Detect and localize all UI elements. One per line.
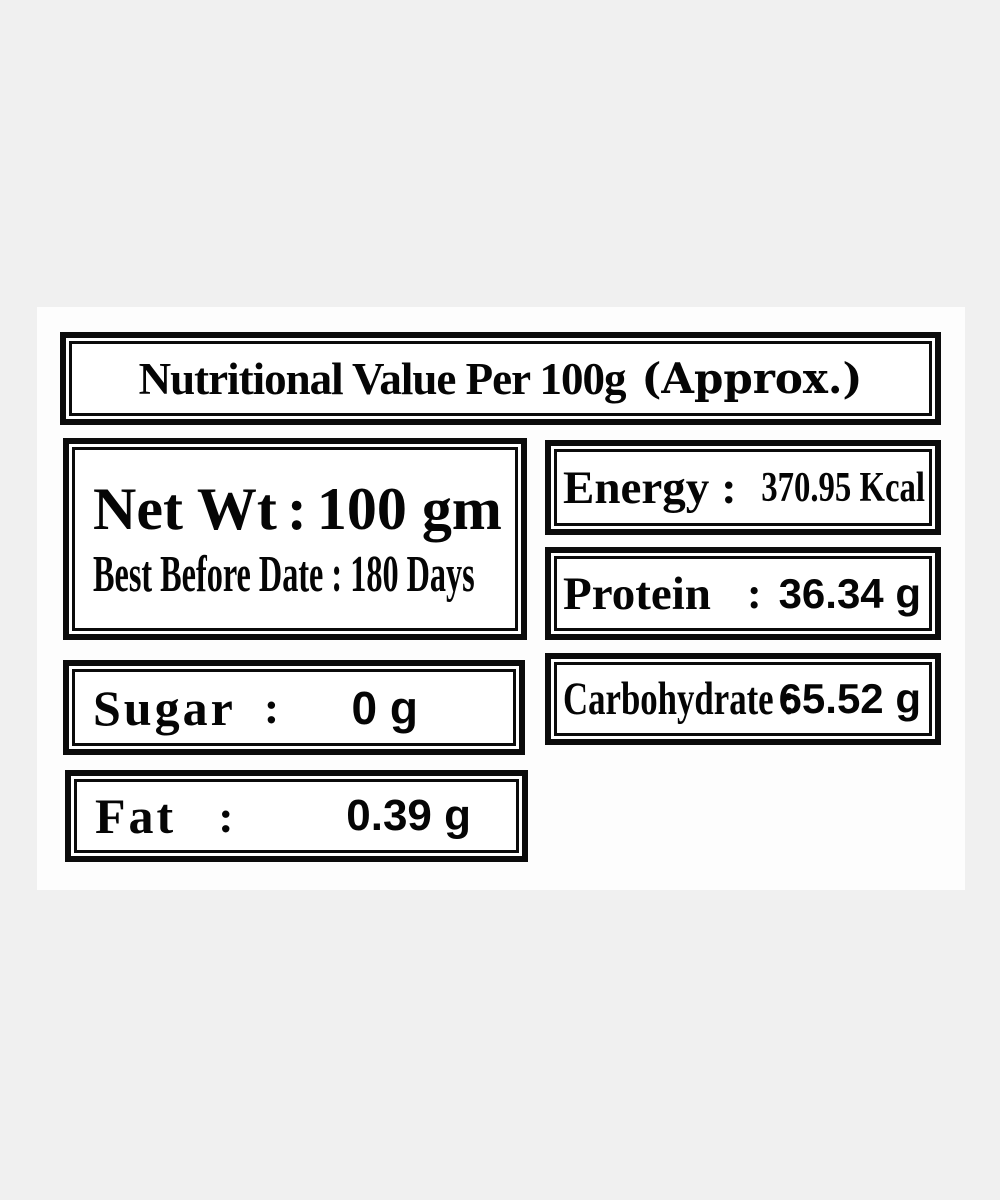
energy-value: 370.95 Kcal — [761, 464, 925, 511]
protein-value: 36.34 g — [778, 569, 921, 617]
nutrition-label-panel: Nutritional Value Per 100g (Approx.) Net… — [37, 307, 965, 890]
sugar-box: Sugar : 0 g — [63, 660, 525, 755]
carbohydrate-box: Carbohydrate : 65.52 g — [545, 653, 941, 745]
carbohydrate-box-inner: Carbohydrate : 65.52 g — [554, 662, 932, 736]
protein-colon: : — [746, 569, 762, 618]
net-weight-colon: : — [286, 475, 307, 542]
sugar-colon: : — [263, 682, 280, 733]
energy-box-inner: Energy : 370.95 Kcal — [554, 449, 932, 526]
carbohydrate-label: Carbohydrate — [563, 673, 774, 725]
energy-colon: : — [721, 462, 737, 513]
net-weight-value: 100 gm — [316, 475, 502, 542]
title-text: Nutritional Value Per 100g — [138, 353, 627, 404]
sugar-label: Sugar — [93, 679, 236, 736]
protein-box-inner: Protein : 36.34 g — [554, 556, 932, 631]
title-box: Nutritional Value Per 100g (Approx.) — [60, 332, 941, 425]
net-weight-box-inner: Net Wt:100 gm Best Before Date : 180 Day… — [72, 447, 518, 631]
energy-box: Energy : 370.95 Kcal — [545, 440, 941, 535]
protein-label: Protein — [563, 567, 711, 620]
carbohydrate-value: 65.52 g — [778, 675, 921, 722]
title-box-inner: Nutritional Value Per 100g (Approx.) — [69, 341, 932, 416]
net-weight-label: Net Wt — [93, 475, 277, 542]
net-weight-line: Net Wt:100 gm — [93, 476, 502, 542]
sugar-box-inner: Sugar : 0 g — [72, 669, 516, 746]
fat-box-inner: Fat : 0.39 g — [74, 779, 519, 853]
net-weight-box: Net Wt:100 gm Best Before Date : 180 Day… — [63, 438, 527, 640]
title-approx-text: (Approx.) — [641, 354, 863, 403]
sugar-value: 0 g — [351, 681, 418, 734]
carbohydrate-colon: : — [781, 674, 797, 724]
best-before-line: Best Before Date : 180 Days — [93, 545, 475, 603]
fat-colon: : — [218, 790, 234, 842]
fat-value: 0.39 g — [346, 791, 471, 840]
fat-label: Fat — [95, 788, 177, 844]
fat-box: Fat : 0.39 g — [65, 770, 528, 862]
energy-label: Energy — [563, 461, 710, 514]
protein-box: Protein : 36.34 g — [545, 547, 941, 640]
